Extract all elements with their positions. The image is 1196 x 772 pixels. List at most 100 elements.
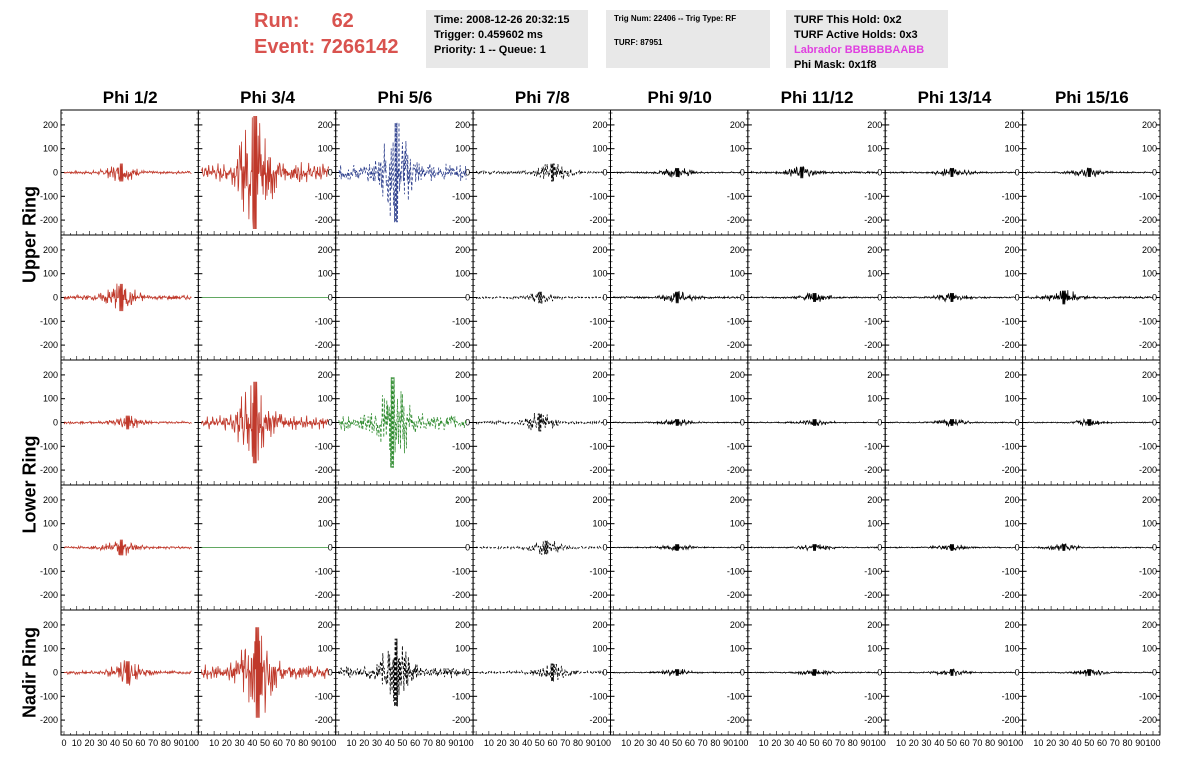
column-header: Phi 5/6 bbox=[377, 88, 433, 107]
waveform-trace bbox=[613, 167, 742, 178]
time-text: Time: 2008-12-26 20:32:15 bbox=[434, 14, 570, 26]
x-tick-label: 20 bbox=[497, 738, 507, 748]
y-tick-label: -200 bbox=[40, 215, 58, 225]
y-tick-label: -100 bbox=[452, 566, 470, 576]
waveform-trace bbox=[1025, 167, 1154, 178]
y-tick-label: 200 bbox=[1005, 620, 1020, 630]
x-tick-label: 50 bbox=[123, 738, 133, 748]
y-tick-label: 0 bbox=[1015, 168, 1020, 178]
x-tick-label: 40 bbox=[797, 738, 807, 748]
x-tick-label: 70 bbox=[835, 738, 845, 748]
y-tick-label: 100 bbox=[867, 394, 882, 404]
x-tick-label: 20 bbox=[1046, 738, 1056, 748]
y-tick-label: -200 bbox=[40, 340, 58, 350]
x-tick-label: 80 bbox=[1123, 738, 1133, 748]
x-tick-label: 20 bbox=[909, 738, 919, 748]
waveform-trace bbox=[338, 638, 467, 707]
y-tick-label: 100 bbox=[455, 644, 470, 654]
column-header: Phi 1/2 bbox=[102, 88, 158, 107]
y-tick-label: 200 bbox=[592, 495, 607, 505]
waveform-trace bbox=[613, 668, 742, 677]
x-tick-label: 80 bbox=[161, 738, 171, 748]
y-tick-label: 200 bbox=[1142, 370, 1157, 380]
labrador-text: Labrador BBBBBBAABB bbox=[794, 44, 925, 56]
y-tick-label: 200 bbox=[318, 620, 333, 630]
y-tick-label: -100 bbox=[40, 441, 58, 451]
plot-panel bbox=[335, 109, 474, 236]
x-tick-label: 100 bbox=[596, 738, 611, 748]
y-tick-label: 100 bbox=[455, 269, 470, 279]
waveform-trace bbox=[475, 663, 604, 682]
turf-hold-text: TURF This Hold: 0x2 bbox=[794, 14, 902, 26]
y-tick-label: 100 bbox=[1142, 394, 1157, 404]
y-tick-label: -100 bbox=[315, 191, 333, 201]
x-tick-label: 40 bbox=[1072, 738, 1082, 748]
y-tick-label: -100 bbox=[40, 191, 58, 201]
y-tick-label: 200 bbox=[318, 245, 333, 255]
y-tick-label: 200 bbox=[43, 620, 58, 630]
y-tick-label: 100 bbox=[43, 394, 58, 404]
y-tick-label: 100 bbox=[592, 519, 607, 529]
y-tick-label: -200 bbox=[1002, 215, 1020, 225]
waveform-trace bbox=[63, 163, 192, 182]
waveform-trace bbox=[750, 543, 879, 552]
y-tick-label: 200 bbox=[1142, 620, 1157, 630]
x-tick-label: 0 bbox=[61, 738, 66, 748]
y-tick-label: -200 bbox=[864, 590, 882, 600]
x-tick-label: 60 bbox=[822, 738, 832, 748]
x-tick-label: 60 bbox=[1097, 738, 1107, 748]
y-tick-label: -200 bbox=[40, 590, 58, 600]
y-tick-label: 0 bbox=[53, 668, 58, 678]
waveform-trace bbox=[1025, 290, 1154, 305]
y-tick-label: 200 bbox=[43, 495, 58, 505]
y-tick-label: -100 bbox=[1002, 691, 1020, 701]
y-tick-label: 100 bbox=[730, 394, 745, 404]
y-tick-label: -200 bbox=[315, 215, 333, 225]
y-tick-label: 0 bbox=[602, 418, 607, 428]
y-tick-label: 100 bbox=[730, 144, 745, 154]
waveform-trace bbox=[475, 291, 604, 304]
y-tick-label: 200 bbox=[318, 495, 333, 505]
y-tick-label: 0 bbox=[1152, 668, 1157, 678]
y-tick-label: 200 bbox=[730, 120, 745, 130]
y-tick-label: -100 bbox=[864, 316, 882, 326]
event-value: 7266142 bbox=[320, 36, 399, 58]
y-tick-label: 100 bbox=[592, 394, 607, 404]
turf-info-box: TURF This Hold: 0x2 TURF Active Holds: 0… bbox=[786, 10, 948, 71]
y-tick-label: 0 bbox=[877, 293, 882, 303]
column-header: Phi 3/4 bbox=[240, 88, 295, 107]
y-tick-label: -200 bbox=[1139, 465, 1157, 475]
x-tick-label: 80 bbox=[436, 738, 446, 748]
waveform-trace bbox=[888, 167, 1016, 178]
waveform-trace bbox=[750, 292, 879, 303]
y-tick-label: 200 bbox=[1005, 245, 1020, 255]
y-tick-label: 0 bbox=[1152, 543, 1157, 553]
waveform-trace bbox=[750, 419, 879, 426]
y-tick-label: -200 bbox=[1139, 715, 1157, 725]
y-tick-label: 0 bbox=[1015, 293, 1020, 303]
y-tick-label: 0 bbox=[53, 418, 58, 428]
y-tick-label: -100 bbox=[452, 691, 470, 701]
y-tick-label: 200 bbox=[592, 245, 607, 255]
y-tick-label: 200 bbox=[455, 245, 470, 255]
y-tick-label: -200 bbox=[1139, 590, 1157, 600]
y-tick-label: 0 bbox=[328, 168, 333, 178]
x-tick-label: 50 bbox=[535, 738, 545, 748]
y-tick-label: 200 bbox=[730, 245, 745, 255]
y-tick-label: 200 bbox=[455, 120, 470, 130]
x-tick-label: 30 bbox=[784, 738, 794, 748]
x-tick-label: 70 bbox=[148, 738, 158, 748]
y-tick-label: 100 bbox=[455, 394, 470, 404]
y-tick-label: -100 bbox=[1139, 191, 1157, 201]
x-tick-label: 10 bbox=[346, 738, 356, 748]
y-tick-label: 100 bbox=[592, 269, 607, 279]
waveform-trace bbox=[63, 660, 192, 686]
y-tick-label: 200 bbox=[592, 620, 607, 630]
y-tick-label: 0 bbox=[740, 168, 745, 178]
y-tick-label: -200 bbox=[589, 340, 607, 350]
x-tick-label: 90 bbox=[998, 738, 1008, 748]
y-tick-label: -200 bbox=[727, 465, 745, 475]
waveform-trace bbox=[750, 165, 879, 179]
y-tick-label: -100 bbox=[1139, 691, 1157, 701]
y-tick-label: -200 bbox=[727, 590, 745, 600]
